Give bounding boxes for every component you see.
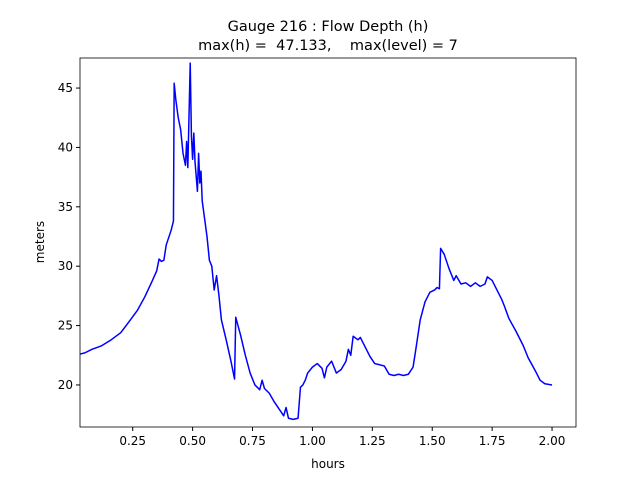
x-tick-label: 0.75 xyxy=(239,434,266,448)
x-tick-label: 1.25 xyxy=(359,434,386,448)
chart-title: Gauge 216 : Flow Depth (h) xyxy=(228,19,429,35)
y-tick-label: 45 xyxy=(58,81,73,95)
x-tick-label: 1.50 xyxy=(419,434,446,448)
y-tick-label: 25 xyxy=(58,319,73,333)
x-tick-label: 0.25 xyxy=(119,434,146,448)
y-tick-label: 35 xyxy=(58,200,73,214)
y-axis-label: meters xyxy=(33,221,47,263)
y-tick-label: 20 xyxy=(58,378,73,392)
x-tick-label: 2.00 xyxy=(539,434,566,448)
y-tick-label: 30 xyxy=(58,259,73,273)
chart-subtitle: max(h) = 47.133, max(level) = 7 xyxy=(198,38,458,54)
plot-frame xyxy=(79,57,577,428)
x-tick-label: 0.50 xyxy=(179,434,206,448)
x-tick-label: 1.00 xyxy=(299,434,326,448)
data-line xyxy=(79,62,553,421)
y-tick-label: 40 xyxy=(58,140,73,154)
x-tick-label: 1.75 xyxy=(479,434,506,448)
x-axis-label: hours xyxy=(311,457,345,471)
